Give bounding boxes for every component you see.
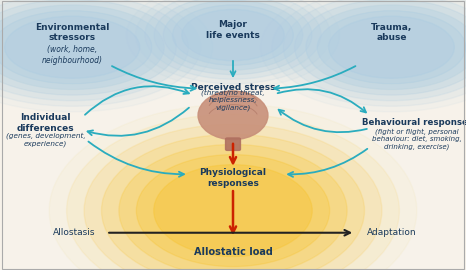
Text: Behavioural responses: Behavioural responses <box>362 117 466 127</box>
Ellipse shape <box>272 0 466 106</box>
Text: Allostasis: Allostasis <box>53 228 96 237</box>
Ellipse shape <box>154 165 312 256</box>
Text: Environmental
stressors: Environmental stressors <box>35 22 110 42</box>
Ellipse shape <box>182 9 284 61</box>
FancyBboxPatch shape <box>226 138 240 150</box>
Ellipse shape <box>0 11 152 84</box>
Text: (genes, development,
experience): (genes, development, experience) <box>6 132 85 147</box>
Ellipse shape <box>260 0 466 112</box>
Ellipse shape <box>0 0 176 95</box>
Ellipse shape <box>283 0 466 101</box>
Ellipse shape <box>145 0 321 79</box>
Ellipse shape <box>198 91 268 140</box>
Ellipse shape <box>67 114 399 270</box>
Ellipse shape <box>295 0 466 95</box>
Text: Allostatic load: Allostatic load <box>193 247 273 257</box>
Ellipse shape <box>84 124 382 270</box>
Ellipse shape <box>0 0 201 106</box>
Ellipse shape <box>172 5 294 65</box>
Ellipse shape <box>0 0 188 101</box>
Ellipse shape <box>163 0 303 70</box>
Ellipse shape <box>306 5 466 89</box>
Ellipse shape <box>5 16 140 78</box>
Ellipse shape <box>102 134 364 270</box>
Ellipse shape <box>317 11 466 84</box>
Ellipse shape <box>0 5 164 89</box>
Text: Trauma,
abuse: Trauma, abuse <box>371 22 412 42</box>
Ellipse shape <box>136 0 330 84</box>
Text: Individual
differences: Individual differences <box>17 113 75 133</box>
Ellipse shape <box>137 155 329 266</box>
Ellipse shape <box>0 0 213 112</box>
Text: (threat/no threat,
helplessness,
vigilance): (threat/no threat, helplessness, vigilan… <box>201 90 265 111</box>
Text: (work, home,
neighbourhood): (work, home, neighbourhood) <box>42 45 103 65</box>
Text: Physiological
responses: Physiological responses <box>199 168 267 188</box>
Text: (fight or flight, personal
behaviour: diet, smoking,
drinking, exercise): (fight or flight, personal behaviour: di… <box>372 128 462 150</box>
Ellipse shape <box>119 144 347 270</box>
Text: Major
life events: Major life events <box>206 20 260 40</box>
Ellipse shape <box>154 0 312 75</box>
Ellipse shape <box>126 0 340 89</box>
Text: Adaptation: Adaptation <box>367 228 416 237</box>
Text: Perceived stress: Perceived stress <box>191 83 275 92</box>
Ellipse shape <box>329 16 454 78</box>
